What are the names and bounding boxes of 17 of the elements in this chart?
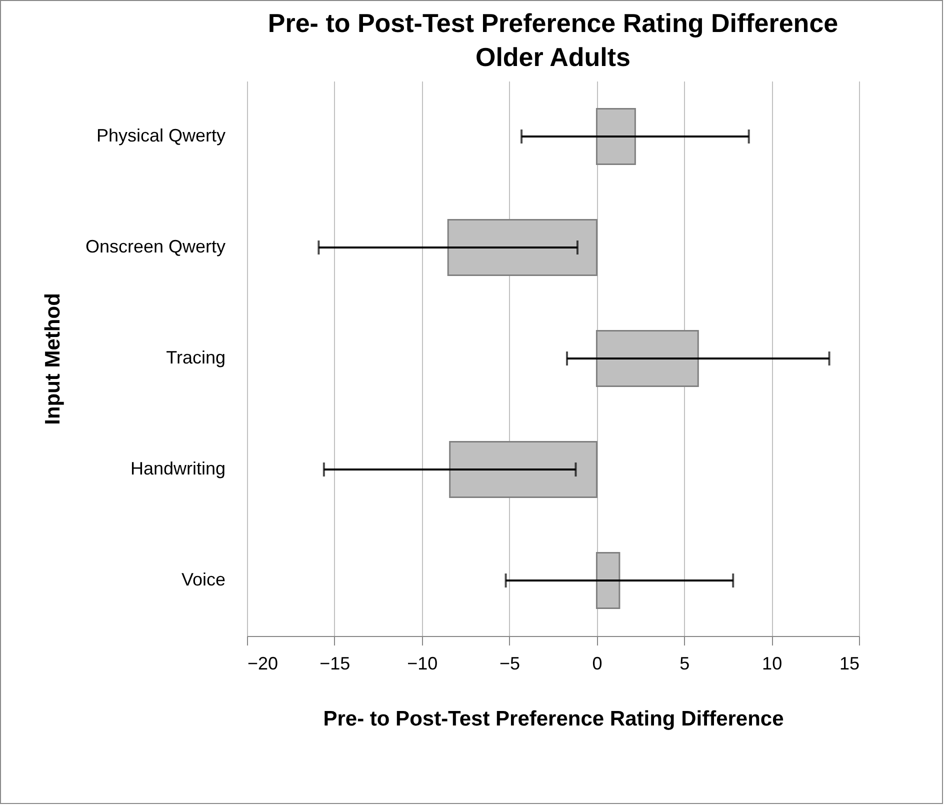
x-tick-label: −15	[320, 654, 350, 674]
y-tick-label: Handwriting	[130, 458, 226, 478]
x-axis-title: Pre- to Post-Test Preference Rating Difference	[323, 708, 784, 730]
y-tick-label: Voice	[181, 570, 226, 590]
x-tick-label: 0	[592, 654, 602, 674]
y-tick-label: Tracing	[166, 348, 226, 368]
chart-title: Pre- to Post-Test Preference Rating Difference	[268, 8, 838, 38]
chart-subtitle: Older Adults	[475, 42, 631, 72]
x-tick-label: −20	[248, 654, 278, 674]
y-axis-title: Input Method	[41, 293, 64, 425]
x-tick-label: 15	[839, 654, 860, 674]
y-tick-label: Physical Qwerty	[96, 126, 226, 146]
x-tick-label: −5	[500, 654, 520, 674]
x-tick-label: −10	[407, 654, 438, 674]
x-tick-label: 10	[762, 654, 782, 674]
x-tick-label: 5	[680, 654, 690, 674]
y-tick-label: Onscreen Qwerty	[85, 236, 226, 256]
